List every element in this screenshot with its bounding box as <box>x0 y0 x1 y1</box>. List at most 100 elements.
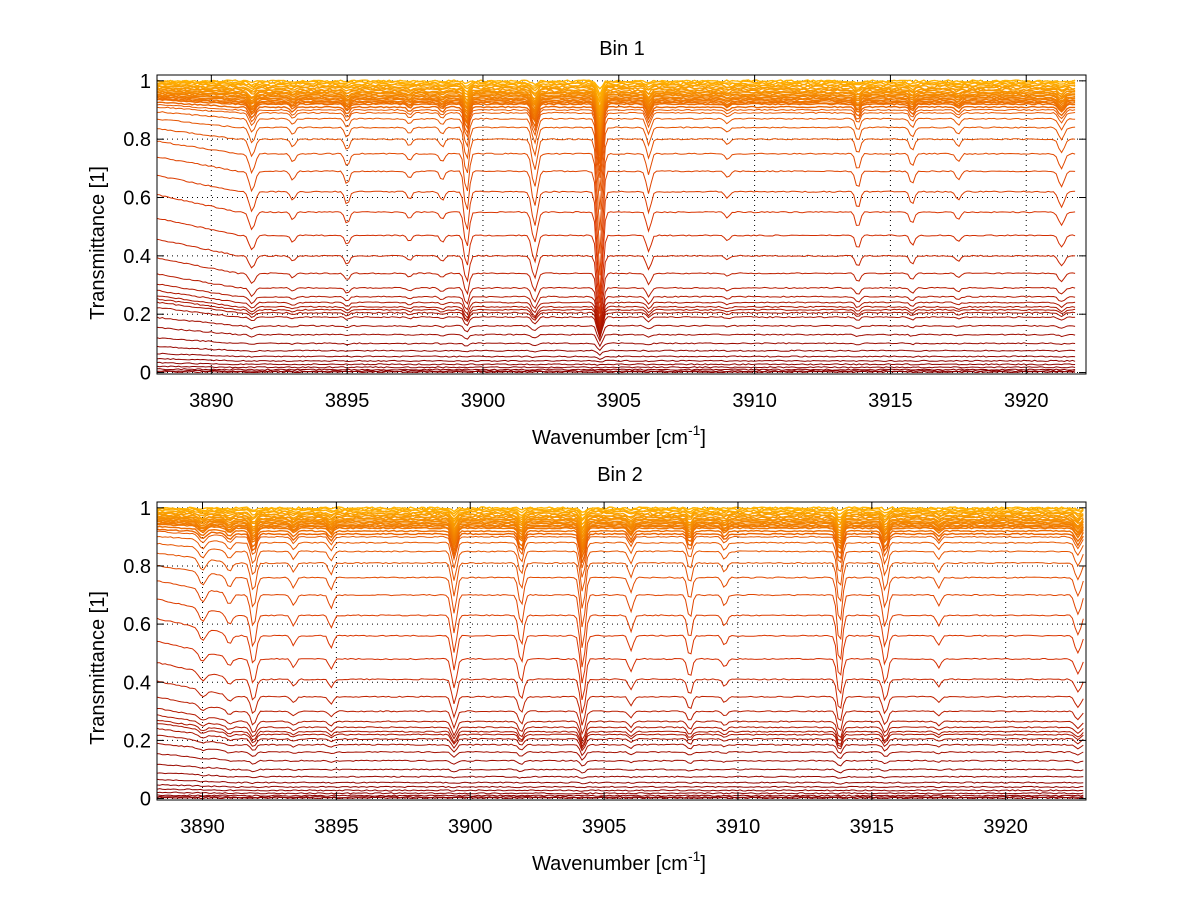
spectrum-line <box>157 273 1076 330</box>
spectrum-line <box>157 580 1084 648</box>
spectrum-line <box>157 518 1084 543</box>
spectrum-line <box>157 552 1084 609</box>
spectrum-line <box>157 361 1076 366</box>
spectrum-line <box>157 535 1084 578</box>
y-tick-label: 1 <box>140 71 151 93</box>
spectrum-line <box>157 507 1084 517</box>
spectrum-line <box>157 370 1076 374</box>
y-tick-label: 0.6 <box>123 188 151 210</box>
spectrum-line <box>157 103 1076 172</box>
y-tick-label: 0.2 <box>123 730 151 752</box>
spectrum-line <box>157 640 1084 701</box>
spectrum-line <box>157 515 1084 535</box>
spectrum-line <box>157 101 1076 164</box>
y-tick-label: 0.8 <box>123 129 151 151</box>
plot-background <box>157 75 1086 374</box>
axes-box <box>156 501 1087 801</box>
spectrum-line <box>157 357 1076 363</box>
x-tick-label: 3895 <box>325 390 370 412</box>
y-tick-label: 0.4 <box>123 672 151 694</box>
y-tick-label: 1 <box>140 498 151 520</box>
spectrum-line <box>157 92 1076 138</box>
x-tick-label: 3910 <box>716 816 761 838</box>
x-tick-label: 3900 <box>448 816 493 838</box>
spectrum-line <box>157 289 1076 334</box>
spectrum-line <box>157 796 1084 800</box>
spectrum-line <box>157 194 1076 304</box>
x-axis-label: Wavenumber [cm-1] <box>532 848 706 875</box>
x-tick-label: 3895 <box>314 816 359 838</box>
spectrum-line <box>157 734 1084 757</box>
y-tick-label: 0 <box>140 363 151 385</box>
x-tick-label: 3920 <box>983 816 1028 838</box>
spectrum-line <box>157 87 1076 117</box>
spectrum-line <box>157 753 1084 767</box>
panel-bin-2: Bin 2 3890 3895 3900 3905 3910 3915 3920 0 0.2 0.… <box>87 464 1087 875</box>
x-axis-label-tail: ] <box>700 853 706 875</box>
spectrum-line <box>157 89 1076 126</box>
spectrum-line <box>157 368 1076 371</box>
x-tick-label: 3920 <box>1004 390 1049 412</box>
spectrum-line <box>157 517 1084 540</box>
spectrum-line <box>157 714 1084 745</box>
x-tick-label: 3905 <box>582 816 627 838</box>
spectrum-line <box>157 783 1084 789</box>
x-tick-label: 3900 <box>461 390 506 412</box>
spectrum-line <box>157 365 1076 369</box>
y-tick-label: 0.6 <box>123 614 151 636</box>
spectrum-line <box>157 509 1084 522</box>
spectrum-line <box>157 297 1076 337</box>
y-tick-label: 0 <box>140 789 151 811</box>
spectrum-line <box>157 140 1076 254</box>
chart-title: Bin 1 <box>599 38 645 60</box>
spectrum-line <box>157 696 1084 736</box>
spectrum-line <box>157 307 1076 340</box>
spectrum-line <box>157 98 1076 157</box>
spectrum-line <box>157 708 1084 742</box>
spectrum-line <box>157 598 1084 668</box>
x-axis-label-main: Wavenumber [cm <box>532 427 688 449</box>
spectrum-line <box>157 794 1084 797</box>
spectrum-line <box>157 662 1084 714</box>
spectrum-line <box>157 257 1076 328</box>
spectrum-line <box>157 316 1076 343</box>
spectrum-line <box>157 516 1084 539</box>
spectrum-line <box>157 352 1076 360</box>
spectrum-line <box>157 174 1076 295</box>
spectrum-line <box>157 719 1084 748</box>
spectrum-line <box>157 94 1076 142</box>
spectrum-line <box>157 217 1076 314</box>
y-tick-label: 0.4 <box>123 246 151 268</box>
spectrum-line <box>157 95 1076 146</box>
spectrum-line <box>157 97 1076 154</box>
spectrum-line <box>157 511 1084 526</box>
x-tick-label: 3915 <box>850 816 895 838</box>
spectrum-line <box>157 301 1076 338</box>
spectrum-line <box>157 128 1076 231</box>
spectrum-line <box>157 564 1084 628</box>
y-tick-label: 0.2 <box>123 304 151 326</box>
spectrum-line <box>157 795 1084 799</box>
spectra-group <box>157 506 1084 800</box>
y-axis-label: Transmittance [1] <box>87 166 109 320</box>
spectrum-line <box>157 520 1084 550</box>
x-axis-label-main: Wavenumber [cm <box>532 853 688 875</box>
plot-area-1: 3890 3895 3900 3905 3910 3915 3920 0 0.2 0.4 0.6 0.… <box>123 71 1087 412</box>
spectrum-line <box>157 525 1084 560</box>
spectrum-line <box>157 791 1084 795</box>
spectrum-line <box>157 84 1076 111</box>
spectrum-line <box>157 542 1084 592</box>
spectrum-line <box>157 512 1084 530</box>
spectrum-line <box>157 523 1084 556</box>
spectrum-line <box>157 238 1076 323</box>
x-axis-label-sup: -1 <box>688 848 701 864</box>
spectrum-line <box>157 763 1084 774</box>
spectrum-line <box>157 156 1076 276</box>
spectrum-line <box>157 680 1084 726</box>
spectrum-line <box>157 96 1076 149</box>
x-axis-label-sup: -1 <box>688 422 701 438</box>
panel-bin-1: Bin 1 3890 3895 3900 3905 3910 3915 3920 0 0.2 0.… <box>87 38 1087 449</box>
x-tick-label: 3910 <box>732 390 777 412</box>
spectrum-line <box>157 778 1084 785</box>
